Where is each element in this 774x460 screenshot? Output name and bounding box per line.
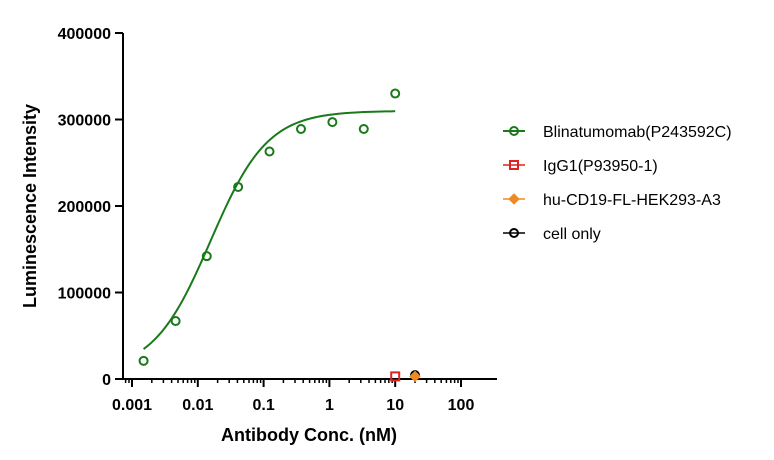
fit-curve-0	[142, 110, 396, 350]
legend-label: Blinatumomab(P243592C)	[543, 124, 732, 141]
x-tick-label: 0.1	[252, 397, 274, 414]
y-tick-label: 200000	[58, 199, 111, 216]
legend-marker	[508, 193, 520, 205]
legend-label: hu-CD19-FL-HEK293-A3	[543, 192, 721, 209]
legend-label: cell only	[543, 226, 601, 243]
y-tick-label: 400000	[58, 26, 111, 43]
data-point-series-0	[233, 181, 244, 192]
data-point-series-1	[390, 371, 401, 382]
data-point-series-0	[327, 117, 338, 128]
data-point-series-0	[138, 355, 149, 366]
chart-marks	[138, 88, 421, 383]
data-point-series-0	[170, 316, 181, 327]
legend-marker	[509, 228, 519, 238]
data-point-series-2	[409, 370, 421, 383]
legend-marker	[509, 126, 519, 136]
axes: 0 100000 200000 300000 400000 0.001 0.01 0.1 1 10…	[58, 26, 497, 414]
data-point-series-0	[201, 251, 212, 262]
y-tick-label: 0	[102, 372, 111, 389]
data-point-series-0	[264, 146, 275, 157]
data-point-series-0	[390, 88, 401, 99]
legend-label: IgG1(P93950-1)	[543, 158, 658, 175]
y-tick-label: 300000	[58, 113, 111, 130]
x-tick-label: 10	[386, 397, 404, 414]
data-point-series-0	[295, 124, 306, 135]
y-axis-label: Luminescence Intensity	[20, 104, 40, 308]
x-tick-label: 0.001	[112, 397, 152, 414]
x-axis-label: Antibody Conc. (nM)	[221, 425, 397, 445]
data-point-series-0	[358, 124, 369, 135]
x-tick-label: 1	[325, 397, 334, 414]
y-tick-label: 100000	[58, 286, 111, 303]
x-tick-label: 0.01	[182, 397, 213, 414]
legend: Blinatumomab(P243592C) IgG1(P93950-1) hu-C…	[503, 124, 732, 243]
x-tick-label: 100	[448, 397, 475, 414]
legend-marker	[509, 160, 519, 170]
